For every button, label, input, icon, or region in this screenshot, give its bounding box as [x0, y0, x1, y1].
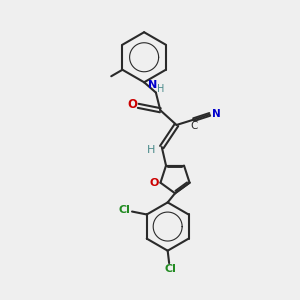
Text: O: O: [150, 178, 159, 188]
Text: Cl: Cl: [119, 205, 130, 215]
Text: H: H: [157, 84, 164, 94]
Text: Cl: Cl: [165, 264, 176, 274]
Text: O: O: [127, 98, 137, 111]
Text: N: N: [212, 110, 220, 119]
Text: N: N: [148, 80, 157, 90]
Text: H: H: [146, 145, 155, 155]
Text: C: C: [190, 121, 197, 130]
